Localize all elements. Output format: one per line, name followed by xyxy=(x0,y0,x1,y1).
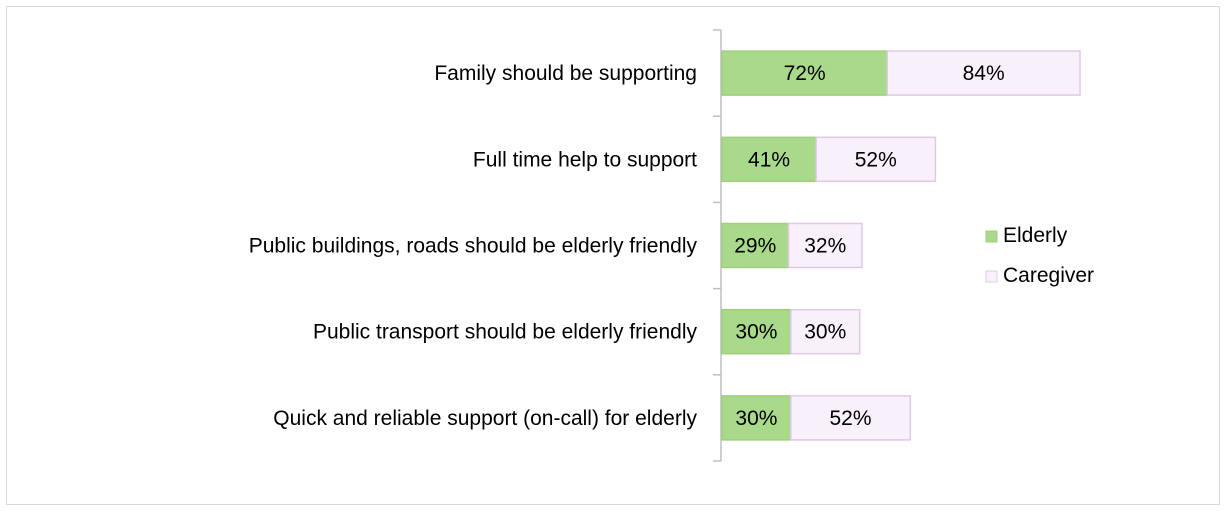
data-label-caregiver: 32% xyxy=(804,235,846,258)
bar-caregiver xyxy=(790,395,911,441)
legend-swatch-caregiver xyxy=(985,270,998,283)
data-label-elderly: 30% xyxy=(735,321,777,344)
data-label-caregiver: 30% xyxy=(804,321,846,344)
category-label: Quick and reliable support (on-call) for… xyxy=(273,407,697,430)
legend-label-elderly: Elderly xyxy=(1003,224,1068,247)
bar-caregiver xyxy=(886,50,1081,96)
bar-elderly xyxy=(721,222,790,269)
bar-elderly xyxy=(721,136,817,183)
category-label: Public buildings, roads should be elderl… xyxy=(249,235,698,258)
category-label: Family should be supporting xyxy=(434,62,697,85)
data-label-elderly: 72% xyxy=(784,62,826,85)
bar-caregiver xyxy=(787,222,863,269)
data-label-elderly: 41% xyxy=(748,148,790,171)
data-label-caregiver: 52% xyxy=(855,148,897,171)
category-label: Public transport should be elderly frien… xyxy=(313,321,698,344)
labels-layer: Family should be supporting 72% 84% Full ti… xyxy=(249,62,1005,430)
bar-elderly xyxy=(721,50,888,96)
bar-caregiver xyxy=(815,136,937,183)
category-label: Full time help to support xyxy=(473,148,697,171)
legend-swatch-elderly xyxy=(985,230,998,243)
data-label-caregiver: 52% xyxy=(830,407,872,430)
axis-layer xyxy=(713,29,722,462)
bar-caregiver xyxy=(790,308,861,355)
data-label-elderly: 30% xyxy=(735,407,777,430)
legend-label-caregiver: Caregiver xyxy=(1003,264,1094,287)
legend-layer: Elderly Caregiver xyxy=(985,224,1094,287)
bars-layer xyxy=(721,50,1081,441)
data-label-caregiver: 84% xyxy=(963,62,1005,85)
data-label-elderly: 29% xyxy=(734,235,776,258)
